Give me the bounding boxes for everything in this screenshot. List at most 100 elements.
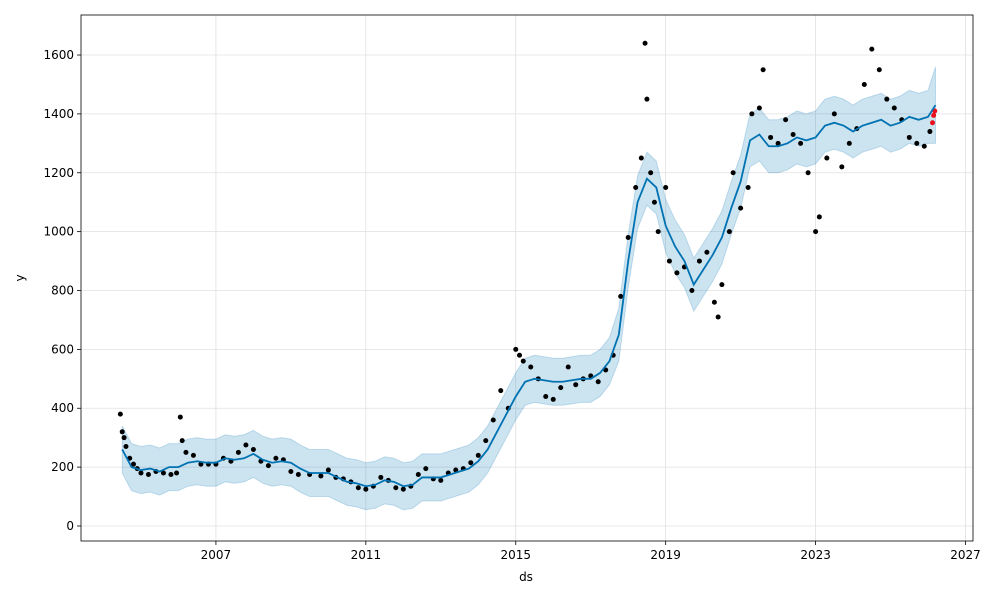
y-tick-label: 600 [51,342,74,356]
data-point [719,282,725,288]
data-point [644,96,650,102]
data-point [318,473,324,479]
data-point [666,258,672,264]
y-axis-label: y [13,274,27,281]
data-point [704,249,710,255]
data-point [138,470,144,476]
data-point [543,393,549,399]
data-point [861,81,867,87]
data-point [235,449,241,455]
data-point [498,388,504,394]
data-point [798,140,804,146]
y-tick-label: 1400 [43,107,74,121]
x-tick-label: 2007 [201,548,232,562]
data-point [921,143,927,149]
y-tick-label: 400 [51,401,74,415]
data-point [891,105,897,111]
data-point [775,140,781,146]
y-tick-label: 0 [66,519,74,533]
data-point [295,471,301,477]
data-point [876,67,882,73]
data-point [123,444,129,450]
data-point [884,96,890,102]
data-point [633,184,639,190]
data-point [325,467,331,473]
data-point [550,396,556,402]
data-point [738,205,744,211]
data-point [655,229,661,235]
x-axis-label: ds [519,570,533,584]
data-point [363,486,369,492]
data-point [816,214,822,220]
uncertainty-band [121,66,937,511]
data-point [565,364,571,370]
data-point [243,442,249,448]
data-point [906,134,912,140]
data-point [415,471,421,477]
data-point [513,346,519,352]
data-point [179,438,185,444]
data-point [250,446,256,452]
data-point [756,105,762,111]
data-point [927,129,933,135]
data-point [625,235,631,241]
data-point [914,140,920,146]
x-tick-label: 2019 [650,548,681,562]
data-point [145,471,151,477]
data-point [393,485,399,491]
data-point [689,288,695,294]
data-point [648,170,654,176]
data-point [805,170,811,176]
data-point [839,164,845,170]
data-point [490,417,496,423]
data-point [265,463,271,469]
data-point [869,46,875,52]
data-point [438,477,444,483]
data-point [730,170,736,176]
y-tick-label: 1000 [43,225,74,239]
data-point [168,471,174,477]
data-point [618,293,624,299]
data-point [400,486,406,492]
data-point [813,229,819,235]
data-point [121,435,127,441]
data-point [726,229,732,235]
y-tick-label: 1600 [43,48,74,62]
data-point [745,184,751,190]
data-point [190,452,196,458]
data-point [824,155,830,161]
data-point [711,299,717,305]
data-point [768,134,774,140]
data-point [749,111,755,117]
data-point [931,112,937,118]
data-point [674,270,680,276]
data-point [453,467,459,473]
data-point [468,460,474,466]
data-point [273,455,279,461]
data-point [423,466,429,472]
data-point [130,461,136,467]
data-point [930,120,936,126]
data-point [475,452,481,458]
data-point [846,140,852,146]
data-point [663,184,669,190]
data-point [595,379,601,385]
data-point [573,382,579,388]
forecast-line [121,104,937,488]
data-point [696,258,702,264]
x-tick-label: 2015 [500,548,531,562]
data-point [651,199,657,205]
data-point [642,40,648,46]
x-tick-label: 2027 [950,548,981,562]
data-point [528,364,534,370]
data-point [378,474,384,480]
data-point [520,358,526,364]
data-point [517,352,523,358]
data-point [638,155,644,161]
data-point [174,470,180,476]
data-point [760,67,766,73]
data-point [117,411,123,417]
data-point [483,438,489,444]
